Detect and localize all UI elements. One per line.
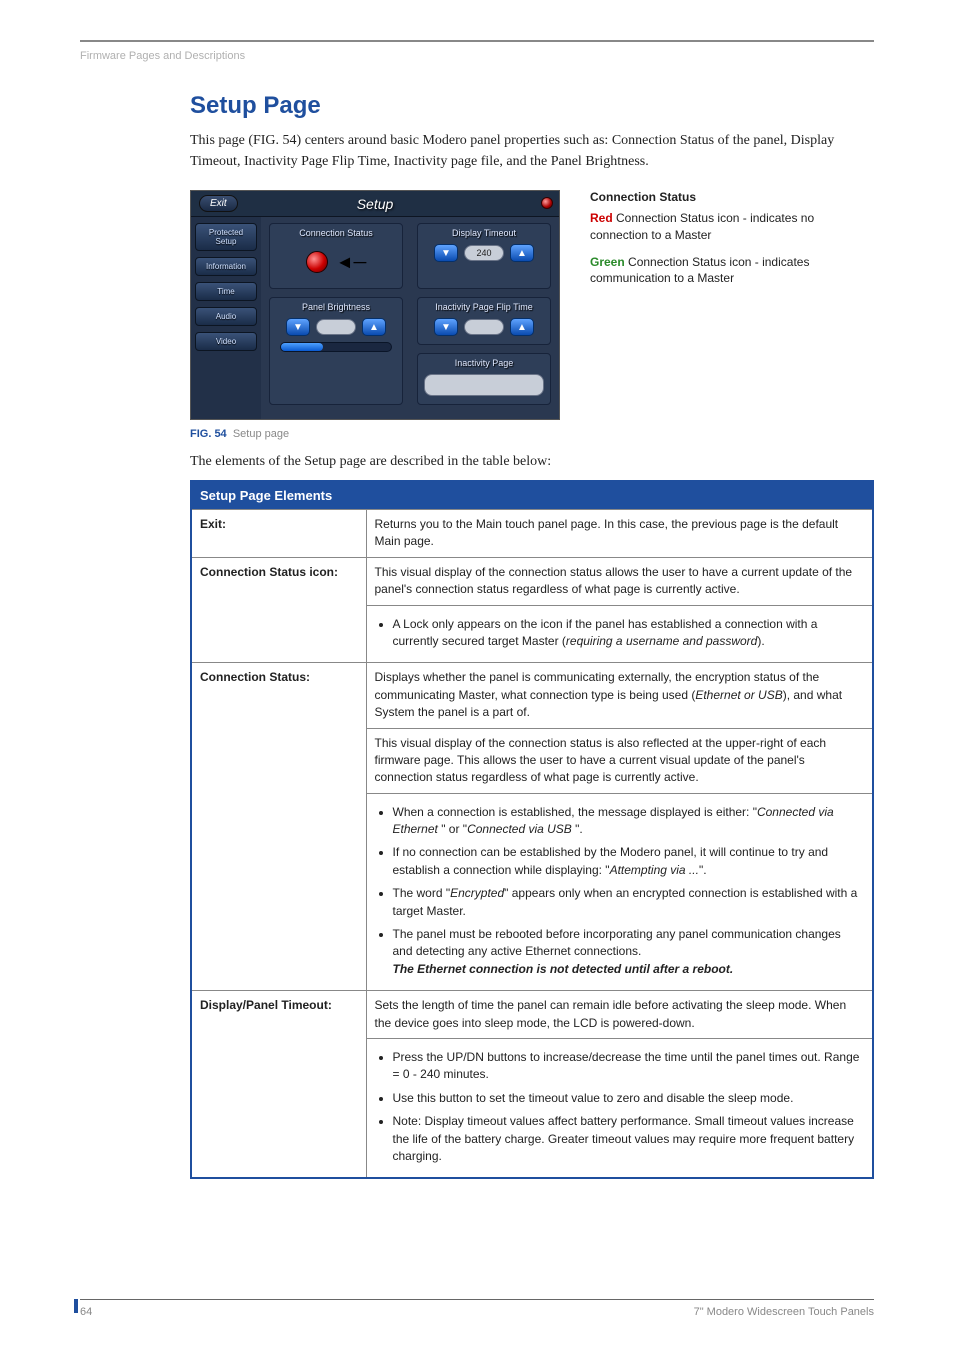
inactivity-page-field[interactable]: [424, 374, 544, 396]
figure-caption: FIG. 54 Setup page: [190, 428, 874, 440]
red-word: Red: [590, 211, 613, 225]
page-footer: 64 7" Modero Widescreen Touch Panels: [80, 1299, 874, 1318]
group-inactivity-page: Inactivity Page: [417, 353, 551, 405]
row-cell: This visual display of the connection st…: [366, 557, 873, 605]
row-cell: This visual display of the connection st…: [366, 728, 873, 793]
table-leadin: The elements of the Setup page are descr…: [190, 454, 874, 470]
setup-elements-table: Setup Page Elements Exit:Returns you to …: [190, 480, 874, 1179]
row-cell: Press the UP/DN buttons to increase/decr…: [366, 1038, 873, 1178]
top-rule: [80, 40, 874, 42]
footer-tick: [74, 1299, 78, 1313]
timeout-up-button[interactable]: ▲: [510, 244, 534, 262]
brightness-up-button[interactable]: ▲: [362, 318, 386, 336]
brightness-value: [316, 319, 356, 335]
panel-titlebar: Exit Setup: [191, 191, 559, 217]
fig-txt: Setup page: [233, 428, 289, 440]
callout-title: Connection Status: [590, 190, 840, 204]
panel-title: Setup: [357, 196, 394, 212]
group-panel-brightness: Panel Brightness ▼ ▲: [269, 297, 403, 405]
row-label: Connection Status icon:: [191, 557, 366, 663]
row-cell: Returns you to the Main touch panel page…: [366, 510, 873, 558]
sidebar-btn-time[interactable]: Time: [195, 282, 257, 301]
flip-down-button[interactable]: ▼: [434, 318, 458, 336]
brightness-slider[interactable]: [280, 342, 392, 352]
row-label: Connection Status:: [191, 663, 366, 991]
green-word: Green: [590, 255, 625, 269]
sidebar-btn-audio[interactable]: Audio: [195, 307, 257, 326]
panel-sidebar: Protected Setup Information Time Audio V…: [191, 217, 261, 419]
row-cell: When a connection is established, the me…: [366, 793, 873, 991]
flip-value: [464, 319, 504, 335]
main-content: Setup Page This page (FIG. 54) centers a…: [190, 92, 874, 1179]
breadcrumb: Firmware Pages and Descriptions: [80, 50, 874, 62]
row-cell: Displays whether the panel is communicat…: [366, 663, 873, 728]
group-conn-status: Connection Status ◄─: [269, 223, 403, 289]
row-cell: Sets the length of time the panel can re…: [366, 991, 873, 1039]
callout-red: Red Connection Status icon - indicates n…: [590, 210, 840, 244]
arrow-icon: ◄─: [336, 252, 367, 273]
group-title: Display Timeout: [424, 228, 544, 238]
timeout-down-button[interactable]: ▼: [434, 244, 458, 262]
callout-green: Green Connection Status icon - indicates…: [590, 254, 840, 288]
brightness-down-button[interactable]: ▼: [286, 318, 310, 336]
flip-up-button[interactable]: ▲: [510, 318, 534, 336]
figure-row: Exit Setup Protected Setup Information T…: [190, 190, 874, 420]
page-title: Setup Page: [190, 92, 874, 120]
group-title: Inactivity Page: [424, 358, 544, 368]
figure-callouts: Connection Status Red Connection Status …: [590, 190, 840, 297]
sidebar-btn-video[interactable]: Video: [195, 332, 257, 351]
setup-panel-screenshot: Exit Setup Protected Setup Information T…: [190, 190, 560, 420]
table-title: Setup Page Elements: [191, 481, 873, 510]
group-inactivity-flip: Inactivity Page Flip Time ▼ ▲: [417, 297, 551, 345]
slider-fill: [281, 343, 323, 351]
panel-main: Connection Status ◄─ Display Timeout ▼ 2…: [261, 217, 559, 419]
intro-paragraph: This page (FIG. 54) centers around basic…: [190, 130, 874, 172]
row-label: Display/Panel Timeout:: [191, 991, 366, 1179]
group-title: Inactivity Page Flip Time: [424, 302, 544, 312]
page-number: 64: [80, 1306, 92, 1318]
row-cell: A Lock only appears on the icon if the p…: [366, 605, 873, 663]
status-red-icon: [306, 251, 328, 273]
fig-num: FIG. 54: [190, 428, 227, 440]
red-rest: Connection Status icon - indicates no co…: [590, 211, 814, 242]
sidebar-btn-info[interactable]: Information: [195, 257, 257, 276]
timeout-value: 240: [464, 245, 504, 261]
group-title: Panel Brightness: [276, 302, 396, 312]
footer-title: 7" Modero Widescreen Touch Panels: [694, 1306, 874, 1318]
group-display-timeout: Display Timeout ▼ 240 ▲: [417, 223, 551, 289]
sidebar-btn-protected[interactable]: Protected Setup: [195, 223, 257, 251]
row-label: Exit:: [191, 510, 366, 558]
group-title: Connection Status: [276, 228, 396, 238]
connection-dot-icon: [541, 197, 553, 209]
exit-button[interactable]: Exit: [199, 195, 238, 212]
